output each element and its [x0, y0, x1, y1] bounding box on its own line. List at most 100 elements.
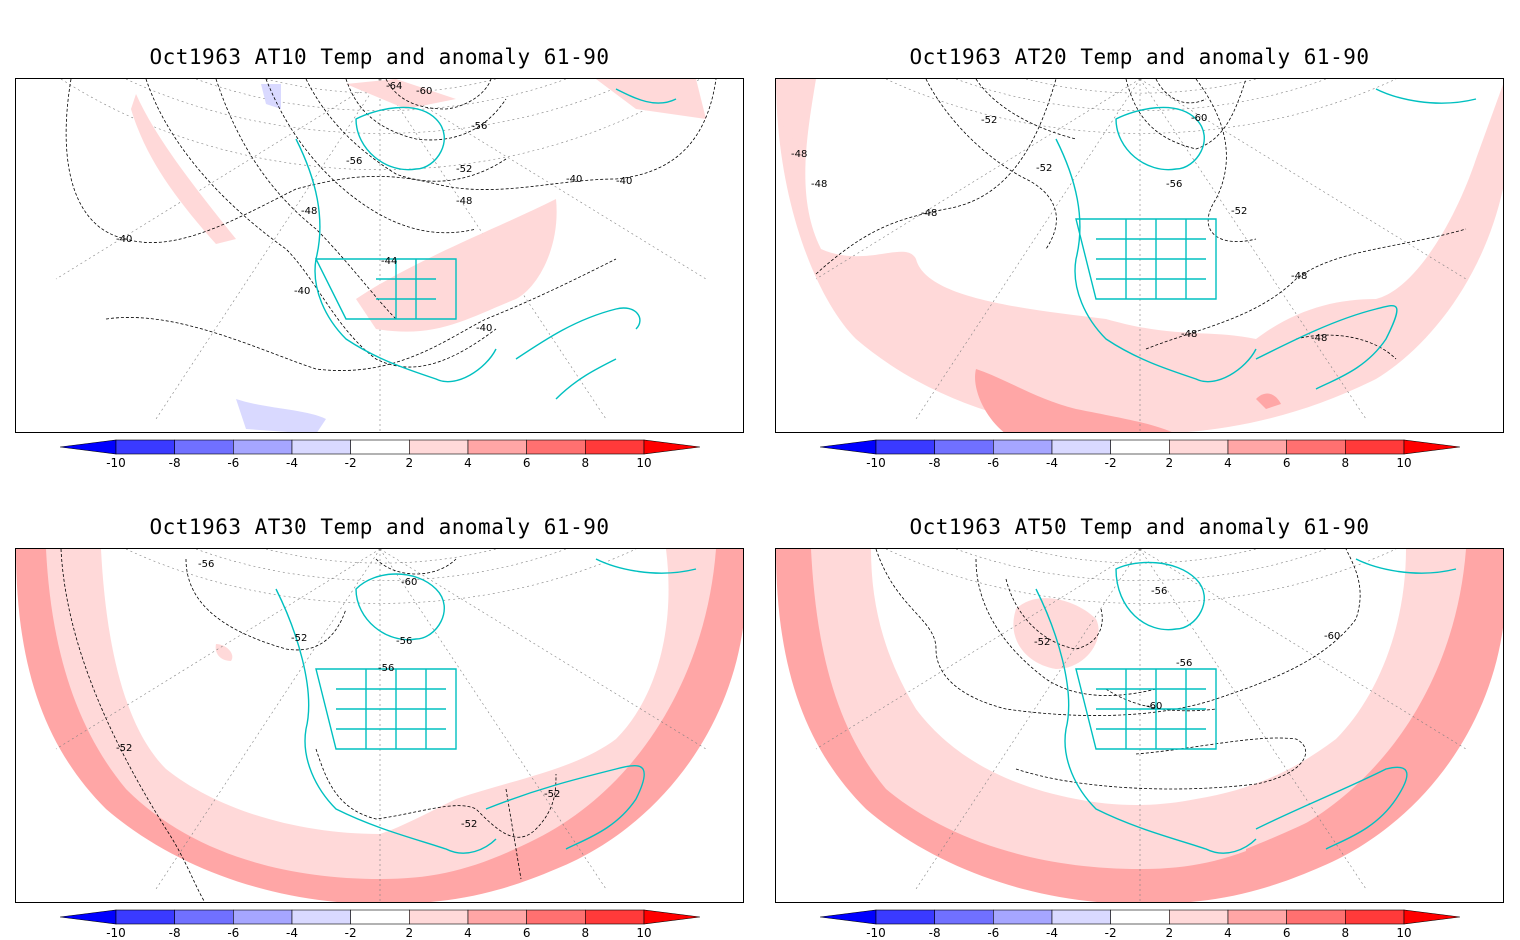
colorbar-bin [1169, 439, 1229, 455]
colorbar-bin [875, 439, 935, 455]
anomaly-positive-region [346, 79, 456, 109]
anomaly-positive-region [596, 79, 706, 119]
contour-label: -56 [471, 121, 487, 132]
colorbar-bin [875, 909, 935, 925]
map-at10: -64 -60 -56 -56 -52 -48 -48 -44 -40 -40 … [55, 79, 717, 432]
coastlines [295, 88, 677, 400]
contour-label: -48 [811, 179, 827, 190]
contour-label: -56 [1166, 179, 1182, 190]
contour-label: -60 [1146, 701, 1162, 712]
colorbar-bin [174, 439, 234, 455]
temperature-contours [60, 549, 557, 902]
colorbar-bin [934, 439, 994, 455]
colorbar-bin [60, 439, 117, 455]
colorbar-tick-label: 2 [1166, 926, 1174, 940]
contour-label: -48 [456, 196, 472, 207]
colorbar-bin [467, 439, 527, 455]
colorbar-bin [115, 909, 175, 925]
colorbar: -10 -8 -6 -4 -2 2 4 6 8 10 [820, 439, 1460, 470]
contour-label: -48 [1291, 271, 1307, 282]
contour-label: -52 [461, 819, 477, 830]
colorbar-tick-label: -8 [169, 456, 181, 470]
temperature-contours [65, 79, 717, 371]
contour-label: -52 [544, 789, 560, 800]
contour-label: -60 [416, 86, 432, 97]
colorbar-tick-label: 4 [1224, 926, 1232, 940]
anomaly-positive-region [131, 94, 236, 244]
colorbar-bin [409, 909, 469, 925]
colorbar: -10 -8 -6 -4 -2 2 4 6 8 10 [60, 909, 700, 940]
anomaly-negative-region [236, 399, 326, 432]
colorbar-tick-label: -8 [929, 456, 941, 470]
contour-label: -52 [291, 633, 307, 644]
colorbar-tick-label: -2 [1105, 926, 1117, 940]
contour-label: -56 [1151, 586, 1167, 597]
colorbar-bin [993, 909, 1053, 925]
colorbar-tick-label: 2 [406, 926, 414, 940]
colorbar-bin [1403, 439, 1460, 455]
colorbar-bin [1345, 439, 1405, 455]
colorbar-bin [60, 909, 117, 925]
contour-label: -48 [301, 206, 317, 217]
colorbar: -10 -8 -6 -4 -2 2 4 6 8 10 [60, 439, 700, 470]
anomaly-neutral-region [101, 549, 669, 834]
colorbar-bin [1286, 439, 1346, 455]
colorbar-tick-label: -8 [169, 926, 181, 940]
contour-label: -60 [401, 577, 417, 588]
colorbar-bin [1227, 909, 1287, 925]
graticule [815, 79, 1467, 432]
colorbar-tick-label: 10 [636, 926, 651, 940]
colorbar-bin [643, 439, 700, 455]
hemisphere-edge [60, 79, 701, 170]
anomaly-positive-region [1246, 787, 1384, 871]
contour-label: -52 [116, 743, 132, 754]
colorbar-bin [1227, 439, 1287, 455]
contour-label: -64 [386, 81, 402, 92]
colorbar-tick-label: -4 [1046, 926, 1058, 940]
contour-label: -52 [1036, 163, 1052, 174]
anomaly-positive-region [1256, 393, 1281, 409]
anomaly-positive-region [215, 644, 233, 661]
coastlines [1035, 558, 1457, 854]
anomaly-negative-region [261, 84, 281, 109]
contour-label: -44 [381, 256, 397, 267]
colorbar-bin [526, 439, 586, 455]
coastlines [275, 558, 697, 854]
colorbar-bin [993, 439, 1053, 455]
contour-label: -40 [616, 176, 632, 187]
colorbar-tick-label: 10 [1396, 926, 1411, 940]
contour-label: -56 [396, 636, 412, 647]
contour-label: -60 [1191, 113, 1207, 124]
contour-labels: -56 -52 -56 -60 -60 [1034, 586, 1340, 712]
colorbar-bin [1286, 909, 1346, 925]
colorbar-bin [467, 909, 527, 925]
colorbar-tick-label: -10 [106, 926, 126, 940]
colorbar-tick-label: 4 [464, 926, 472, 940]
contour-label: -52 [1034, 637, 1050, 648]
map-at50: -56 -52 -56 -60 -60 [776, 549, 1503, 902]
colorbar-tick-label: -2 [1105, 456, 1117, 470]
colorbar-bin [350, 439, 410, 455]
colorbar-bin [233, 909, 293, 925]
panel-title: Oct1963 AT30 Temp and anomaly 61-90 [149, 515, 610, 539]
contour-label: -52 [1231, 206, 1247, 217]
map-frame: -52 -60 -48 -48 -52 -56 -52 -48 -48 -48 … [775, 78, 1504, 433]
colorbar-bin [409, 439, 469, 455]
colorbar-tick-label: 8 [582, 456, 590, 470]
contour-label: -48 [1311, 333, 1327, 344]
map-at20: -52 -60 -48 -48 -52 -56 -52 -48 -48 -48 … [776, 79, 1503, 432]
colorbar: -10 -8 -6 -4 -2 2 4 6 8 10 [820, 909, 1460, 940]
colorbar-tick-label: 4 [464, 456, 472, 470]
colorbar-tick-label: -4 [286, 926, 298, 940]
colorbar-bin [820, 439, 877, 455]
colorbar-tick-label: -10 [106, 456, 126, 470]
colorbar-tick-label: -6 [227, 456, 239, 470]
colorbar-bin [233, 439, 293, 455]
colorbar-bin [526, 909, 586, 925]
colorbar-bin [291, 909, 351, 925]
colorbar-bin [350, 909, 410, 925]
colorbar-tick-label: 10 [636, 456, 651, 470]
contour-label: -48 [921, 208, 937, 219]
panel-title: Oct1963 AT10 Temp and anomaly 61-90 [149, 45, 610, 69]
colorbar-bin [174, 909, 234, 925]
